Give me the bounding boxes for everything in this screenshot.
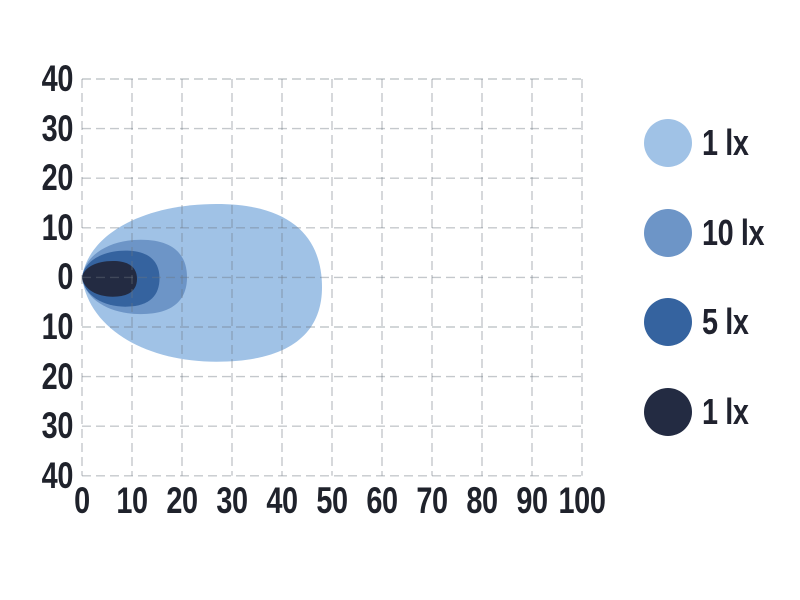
x-tick-label-70: 70 bbox=[416, 480, 448, 521]
legend-label-3: 1 lx bbox=[702, 391, 749, 432]
x-tick-label-40: 40 bbox=[266, 480, 298, 521]
legend-swatch-circle-1 bbox=[644, 209, 692, 257]
grid-lines bbox=[81, 78, 583, 477]
x-tick-label-20: 20 bbox=[166, 480, 198, 521]
y-tick-label-5: 10 bbox=[41, 306, 74, 347]
y-tick-label-2: 20 bbox=[41, 157, 74, 199]
y-tick-label-3: 10 bbox=[41, 206, 74, 248]
x-tick-label-100: 100 bbox=[558, 480, 606, 521]
y-tick-label-6: 20 bbox=[41, 355, 74, 397]
y-tick-label-1: 30 bbox=[41, 107, 74, 149]
y-tick-label-8: 40 bbox=[41, 454, 74, 496]
x-tick-label-30: 30 bbox=[216, 480, 248, 521]
legend-swatch-circle-3 bbox=[644, 388, 692, 436]
x-tick-label-80: 80 bbox=[466, 480, 498, 521]
x-tick-label-60: 60 bbox=[366, 480, 398, 521]
x-tick-label-90: 90 bbox=[516, 480, 548, 521]
legend-swatch-circle-2 bbox=[644, 298, 692, 346]
beam-contours bbox=[82, 204, 322, 362]
y-tick-label-0: 40 bbox=[41, 58, 74, 99]
legend-label-0: 1 lx bbox=[702, 122, 749, 163]
y-tick-label-4: 0 bbox=[57, 256, 73, 298]
beam-contour-3-1-lx bbox=[82, 261, 137, 297]
y-tick-label-7: 30 bbox=[41, 405, 74, 447]
legend-label-1: 10 lx bbox=[702, 212, 765, 253]
x-tick-label-50: 50 bbox=[316, 480, 348, 521]
legend-label-2: 5 lx bbox=[702, 301, 749, 342]
x-tick-label-10: 10 bbox=[116, 480, 148, 521]
legend-swatch-circle-0 bbox=[644, 119, 692, 167]
x-tick-label-0: 0 bbox=[74, 480, 90, 521]
